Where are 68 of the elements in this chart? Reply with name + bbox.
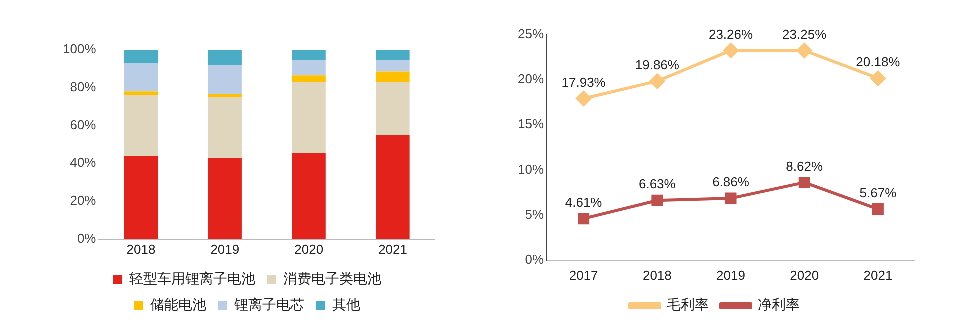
data-label: 6.86% [712, 174, 750, 190]
bar [292, 60, 326, 76]
bar [292, 76, 326, 82]
legend-label: 毛利率 [667, 298, 709, 314]
bar [124, 63, 158, 92]
bar [124, 156, 158, 240]
x-tick-label: 2020 [294, 242, 324, 257]
legend-label: 净利率 [758, 298, 800, 314]
legend-label: 消费电子类电池 [284, 272, 382, 288]
bar [292, 153, 326, 240]
bar [376, 82, 410, 136]
data-label: 5.67% [860, 185, 898, 200]
data-label: 4.61% [565, 194, 603, 210]
point [576, 91, 592, 106]
bar [376, 135, 410, 240]
y-tick-label: 40% [70, 155, 97, 170]
y-tick-label: 0% [77, 230, 97, 246]
y-tick-label: 25% [518, 26, 544, 42]
y-tick-label: 20% [518, 72, 544, 87]
legend-label: 锂离子电芯 [234, 298, 304, 314]
y-tick-label: 100% [63, 42, 97, 57]
y-tick-label: 0% [525, 252, 544, 267]
data-label: 20.18% [856, 54, 901, 70]
bar [376, 50, 410, 60]
x-tick-label: 2021 [378, 242, 408, 257]
data-label: 6.63% [638, 176, 676, 192]
legend-label: 储能电池 [150, 298, 206, 314]
point [872, 204, 884, 216]
bar [208, 158, 242, 240]
x-tick-label: 2018 [642, 268, 672, 283]
point [578, 213, 590, 225]
point [724, 43, 739, 58]
bar [124, 50, 158, 64]
point [797, 43, 812, 58]
bar [292, 50, 326, 60]
bar [124, 95, 158, 156]
x-tick-label: 2018 [126, 242, 156, 257]
bar [208, 94, 242, 98]
bar [292, 82, 326, 154]
data-label: 23.25% [782, 26, 828, 42]
y-tick-label: 5% [525, 206, 544, 222]
x-tick-label: 2019 [210, 242, 240, 257]
bar [208, 65, 242, 95]
legend-label: 轻型车用锂离子电池 [130, 272, 256, 288]
point [652, 194, 664, 206]
bar [376, 72, 410, 82]
y-tick-label: 10% [518, 162, 544, 177]
data-label: 19.86% [635, 57, 680, 72]
y-tick-label: 80% [70, 79, 97, 94]
point [725, 192, 737, 204]
bar [208, 50, 242, 66]
bar [124, 92, 158, 96]
point [798, 176, 810, 188]
x-tick-label: 2020 [790, 268, 820, 283]
y-tick-label: 20% [70, 193, 97, 208]
bar [208, 97, 242, 158]
bar [376, 60, 410, 72]
x-tick-label: 2021 [864, 268, 893, 283]
y-tick-label: 60% [70, 117, 97, 132]
point [870, 70, 886, 86]
x-tick-label: 2017 [569, 268, 598, 283]
point [650, 74, 665, 89]
x-tick-label: 2019 [716, 268, 746, 283]
y-tick-label: 15% [518, 116, 544, 132]
legend-label: 其他 [332, 298, 360, 314]
data-label: 8.62% [786, 158, 824, 174]
data-label: 23.26% [708, 26, 754, 42]
data-label: 17.93% [562, 74, 606, 90]
